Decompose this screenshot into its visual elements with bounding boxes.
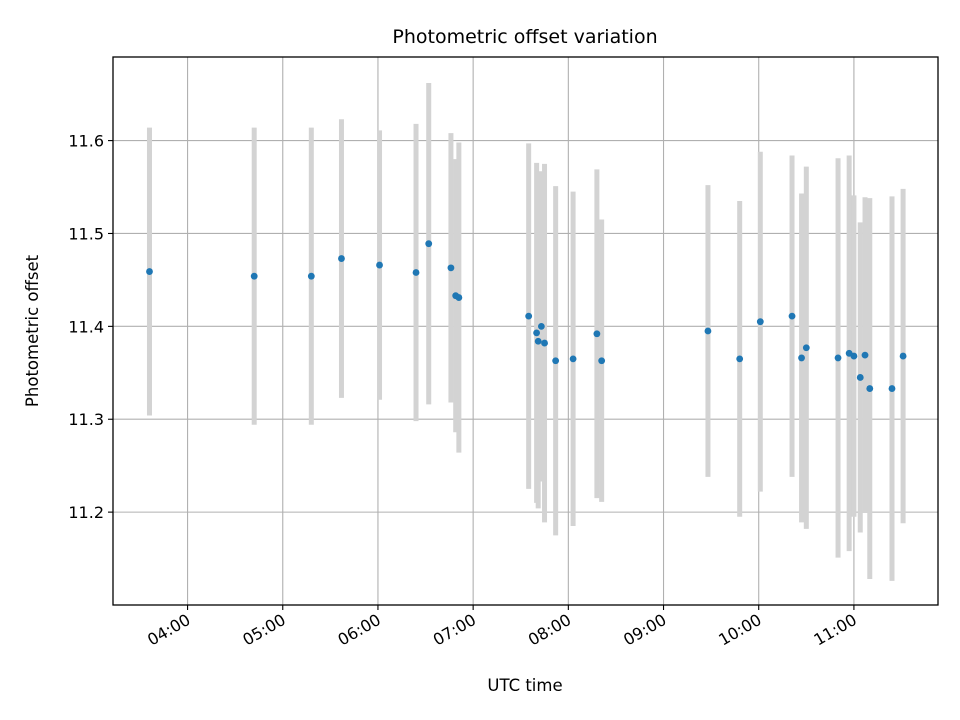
data-point xyxy=(888,385,896,392)
data-point xyxy=(866,385,874,392)
y-tick-label: 11.3 xyxy=(68,410,104,429)
data-point xyxy=(455,294,463,301)
data-point xyxy=(834,354,842,362)
data-point xyxy=(856,374,864,381)
data-point xyxy=(569,355,577,363)
chart-title: Photometric offset variation xyxy=(392,26,657,48)
data-point xyxy=(598,357,606,365)
y-axis-label: Photometric offset xyxy=(23,254,42,407)
plot-frame xyxy=(112,56,939,606)
data-point xyxy=(861,351,869,359)
data-points xyxy=(146,240,907,392)
data-point xyxy=(736,355,744,363)
data-point xyxy=(534,337,542,345)
data-point xyxy=(552,357,560,365)
data-point xyxy=(425,240,433,248)
data-point xyxy=(250,272,258,280)
y-tick-label: 11.2 xyxy=(68,503,104,522)
data-point xyxy=(704,327,712,335)
data-point xyxy=(537,322,545,330)
data-point xyxy=(533,329,541,337)
data-point xyxy=(525,312,533,320)
y-tick-label: 11.6 xyxy=(68,132,104,151)
data-point xyxy=(593,330,601,338)
data-point xyxy=(541,339,548,347)
data-point xyxy=(338,255,345,262)
data-point xyxy=(307,272,315,280)
y-tick-label: 11.5 xyxy=(68,224,104,243)
data-point xyxy=(899,352,907,360)
data-point xyxy=(756,318,764,326)
data-point xyxy=(376,261,383,269)
data-point xyxy=(412,269,420,276)
data-point xyxy=(447,264,455,272)
y-tick-label: 11.4 xyxy=(68,317,104,336)
data-point xyxy=(802,344,810,352)
data-point xyxy=(798,354,805,362)
data-point xyxy=(788,312,796,320)
data-point xyxy=(146,268,153,275)
x-axis-label: UTC time xyxy=(487,676,562,695)
data-point xyxy=(850,352,858,360)
